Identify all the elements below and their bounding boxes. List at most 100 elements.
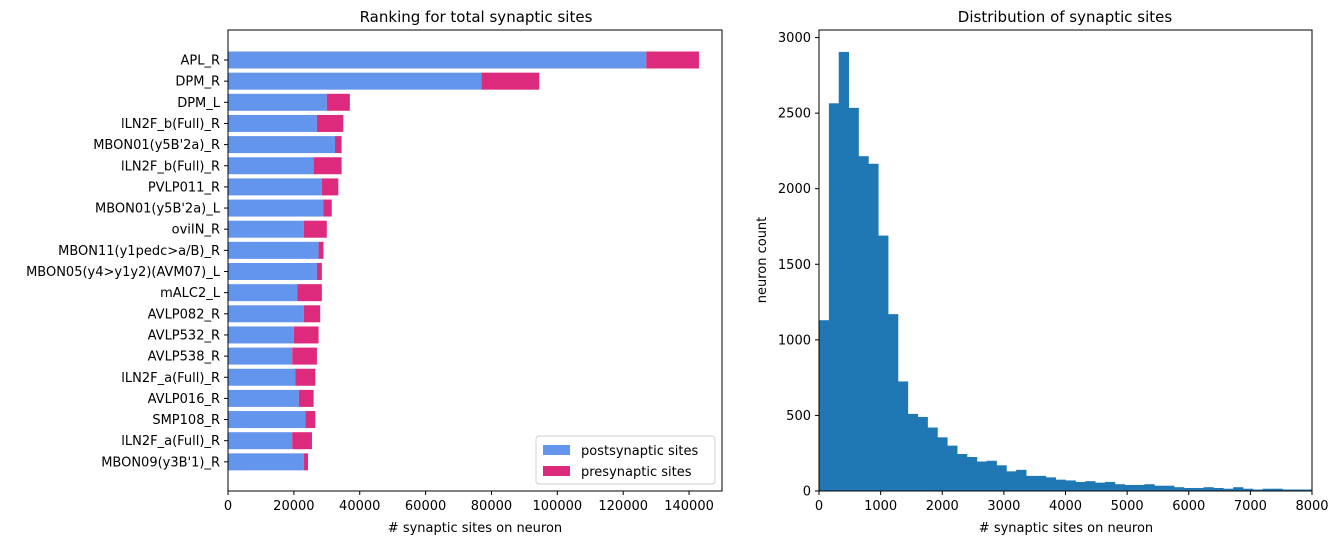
- y-tick-label: 500: [786, 409, 811, 424]
- histogram-bar: [1075, 481, 1086, 491]
- presynaptic-bar: [313, 157, 342, 175]
- presynaptic-bar: [297, 284, 322, 302]
- postsynaptic-bar: [228, 114, 317, 132]
- histogram-bar: [828, 103, 840, 492]
- x-tick-label: 4000: [1049, 499, 1082, 514]
- histogram-bar: [1035, 475, 1047, 491]
- presynaptic-bar: [316, 114, 344, 132]
- legend-swatch-postsynaptic: [543, 445, 570, 455]
- histogram-bar: [1262, 488, 1273, 491]
- histogram-bar: [819, 320, 830, 491]
- histogram-bar: [917, 416, 928, 491]
- histogram-bars: [819, 51, 1313, 492]
- histogram-bar: [1252, 489, 1264, 491]
- x-tick-label: 60000: [405, 499, 446, 514]
- presynaptic-bar: [303, 453, 309, 471]
- x-tick-label: 100000: [533, 499, 583, 514]
- legend-box: [535, 435, 716, 485]
- y-tick-label: AVLP532_R: [148, 328, 220, 343]
- y-tick-label: MBON09(y3B'1)_R: [101, 455, 220, 470]
- presynaptic-bar: [305, 411, 316, 429]
- y-tick-label: lLN2F_a(Full)_R: [121, 434, 220, 449]
- histogram-bar: [1006, 471, 1017, 491]
- y-tick-label: 0: [803, 485, 811, 500]
- presynaptic-bar: [298, 389, 314, 407]
- y-tick-label: DPM_R: [175, 75, 220, 90]
- postsynaptic-bar: [228, 432, 293, 450]
- histogram-bar: [1085, 481, 1096, 491]
- histogram-bar: [1302, 489, 1313, 491]
- presynaptic-bar: [646, 51, 699, 69]
- x-tick-label: 3000: [987, 499, 1020, 514]
- distribution-chart: Distribution of synaptic sites 0 1000 2000…: [755, 8, 1329, 536]
- postsynaptic-bar: [228, 389, 299, 407]
- presynaptic-bar: [316, 263, 322, 280]
- y-tick-label: PVLP011_R: [148, 180, 220, 195]
- histogram-bar: [1114, 484, 1126, 491]
- y-tick-label: lLN2F_b(Full)_R: [121, 159, 220, 174]
- histogram-bar: [1124, 484, 1135, 491]
- histogram-bar: [888, 314, 899, 491]
- presynaptic-bar: [295, 368, 316, 386]
- histogram-bar: [868, 163, 879, 492]
- histogram-bar: [848, 107, 859, 492]
- x-tick-label: 140000: [664, 499, 714, 514]
- chart-title-distribution: Distribution of synaptic sites: [958, 8, 1173, 26]
- histogram-bar: [1183, 487, 1195, 491]
- y-tick-label: AVLP016_R: [148, 392, 220, 407]
- presynaptic-bar: [321, 178, 339, 196]
- histogram-bar: [907, 413, 918, 491]
- presynaptic-bar: [303, 220, 327, 238]
- postsynaptic-bar: [228, 136, 336, 154]
- histogram-bar: [1154, 485, 1165, 491]
- x-tick-label: 40000: [339, 499, 380, 514]
- histogram-bar: [1016, 469, 1027, 491]
- ranking-legend: postsynaptic sites presynaptic sites: [535, 435, 716, 485]
- histogram-bar: [1242, 488, 1254, 491]
- ranking-y-ticks: APL_R DPM_R DPM_L lLN2F_b(Full)_R MBON01(y5B…: [26, 54, 228, 470]
- histogram-bar: [897, 381, 909, 491]
- histogram-bar: [1282, 489, 1293, 491]
- histogram-bar: [1164, 485, 1175, 491]
- presynaptic-bar: [481, 72, 540, 90]
- y-tick-label: 3000: [778, 31, 811, 46]
- chart-title-ranking: Ranking for total synaptic sites: [360, 8, 593, 26]
- y-tick-label: 2500: [778, 107, 811, 122]
- y-tick-label: 1500: [778, 258, 811, 273]
- histogram-bar: [937, 437, 948, 491]
- y-tick-label: lLN2F_b(Full)_R: [121, 117, 220, 132]
- histogram-bar: [947, 445, 958, 491]
- x-tick-label: 120000: [598, 499, 648, 514]
- legend-label-presynaptic: presynaptic sites: [581, 465, 692, 480]
- x-tick-label: 5000: [1111, 499, 1144, 514]
- postsynaptic-bar: [228, 347, 293, 365]
- postsynaptic-bar: [228, 305, 304, 323]
- histogram-bar: [1272, 488, 1283, 491]
- y-tick-label: 1000: [778, 333, 811, 348]
- presynaptic-bar: [293, 326, 319, 344]
- histogram-bar: [986, 460, 997, 491]
- histogram-bar: [1173, 487, 1185, 491]
- y-tick-label: AVLP082_R: [148, 307, 220, 322]
- postsynaptic-bar: [228, 72, 482, 90]
- histogram-bar: [1213, 487, 1224, 491]
- ranking-bars: [228, 51, 699, 471]
- presynaptic-bar: [318, 241, 324, 259]
- presynaptic-bar: [292, 432, 312, 450]
- histogram-bar: [1045, 477, 1057, 491]
- distribution-x-axis-label: # synaptic sites on neuron: [979, 521, 1153, 536]
- ranking-x-axis-label: # synaptic sites on neuron: [388, 521, 562, 536]
- histogram-bar: [1055, 479, 1066, 491]
- postsynaptic-bar: [228, 178, 322, 196]
- histogram-bar: [858, 156, 869, 491]
- histogram-bar: [996, 465, 1007, 491]
- postsynaptic-bar: [228, 284, 298, 302]
- postsynaptic-bar: [228, 263, 317, 280]
- histogram-bar: [838, 51, 849, 492]
- y-tick-label: MBON01(y5B'2a)_R: [93, 138, 220, 153]
- y-tick-label: MBON11(y1pedc>a/B)_R: [58, 244, 220, 259]
- histogram-bar: [1144, 484, 1155, 491]
- x-tick-label: 0: [224, 499, 232, 514]
- x-tick-label: 2000: [926, 499, 959, 514]
